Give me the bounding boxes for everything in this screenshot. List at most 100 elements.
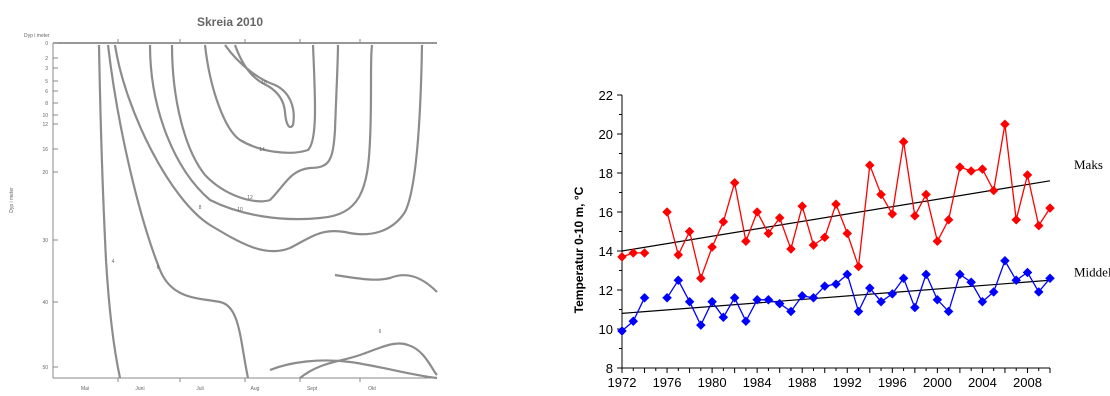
y-tick-label: 8 <box>606 361 613 376</box>
contour-label: 6 <box>379 329 382 335</box>
data-point-middel <box>887 289 898 299</box>
data-point-maks <box>909 211 920 221</box>
data-point-middel <box>988 287 999 297</box>
contour-line-6-right <box>334 273 438 293</box>
series-label-maks: Maks <box>1074 157 1103 172</box>
contour-line-10 <box>148 44 374 221</box>
data-point-maks <box>617 251 627 262</box>
month-tick-label: Juni <box>135 386 144 392</box>
data-point-maks <box>819 232 830 243</box>
month-tick-label: Sept <box>307 386 318 392</box>
data-point-middel <box>955 269 965 280</box>
data-point-maks <box>898 136 909 147</box>
data-point-maks <box>921 189 931 200</box>
data-point-maks <box>966 166 977 176</box>
data-point-maks <box>774 212 785 223</box>
data-point-middel <box>797 290 808 301</box>
contour-line-4 <box>97 44 122 379</box>
data-point-middel <box>819 281 830 291</box>
data-point-maks <box>1022 170 1033 180</box>
contour-chart: Skreia 2010 Dyp i meter Dyp i meter 0 2 3 5… <box>9 15 438 392</box>
data-point-maks <box>1011 214 1022 225</box>
y-tick-label: 16 <box>599 205 613 220</box>
data-point-middel <box>1045 273 1055 284</box>
data-point-middel <box>695 320 706 330</box>
data-point-middel <box>639 292 650 303</box>
data-point-maks <box>729 177 740 188</box>
data-point-middel <box>617 326 627 336</box>
data-point-middel <box>1033 287 1044 297</box>
depth-tick-label: 30 <box>42 238 48 244</box>
data-point-maks <box>718 216 729 227</box>
contour-label: 8 <box>199 205 202 211</box>
data-point-middel <box>1022 267 1033 278</box>
data-point-maks <box>673 250 684 260</box>
data-point-maks <box>864 160 875 171</box>
data-point-middel <box>808 292 819 303</box>
series-label-middel: Middel <box>1074 264 1110 279</box>
series-layer <box>617 119 1055 336</box>
contour-label: 6 <box>157 265 160 271</box>
data-point-middel <box>977 296 988 307</box>
data-point-maks <box>955 162 965 173</box>
data-point-middel <box>1000 255 1010 266</box>
trendline-middel <box>621 279 1051 314</box>
depth-label-top: Dyp i meter <box>24 33 50 39</box>
data-point-maks <box>876 189 886 200</box>
depth-tick-label: 20 <box>42 170 48 176</box>
data-point-middel <box>673 275 684 286</box>
contour-labels: 16 14 12 10 8 6 4 6 <box>112 80 382 335</box>
contour-label: 12 <box>247 195 253 201</box>
data-point-maks <box>853 261 864 272</box>
data-point-middel <box>786 306 796 317</box>
y-tick-label: 20 <box>599 127 613 142</box>
data-point-maks <box>763 228 774 239</box>
data-point-maks <box>786 244 796 254</box>
x-tick-label: 2004 <box>968 375 997 390</box>
data-point-maks <box>887 209 898 219</box>
y-tick-label: 22 <box>599 88 613 103</box>
x-tick-label: 1980 <box>698 375 727 390</box>
data-point-middel <box>662 292 672 303</box>
data-point-middel <box>1011 275 1022 286</box>
depth-tick-label: 6 <box>45 89 48 95</box>
contour-line-8-right <box>269 359 438 380</box>
x-tick-label: 1992 <box>833 375 862 390</box>
data-point-maks <box>797 201 808 212</box>
contour-ticks: 0 2 3 5 6 8 10 12 16 20 30 40 50 Mai Juni Juli Aug Sept Ok… <box>42 39 376 392</box>
x-tick-label: 1972 <box>608 375 637 390</box>
data-point-middel <box>932 294 943 305</box>
depth-label-side: Dyp i meter <box>9 187 15 213</box>
contour-line-16 <box>224 44 295 129</box>
data-point-maks <box>808 240 819 251</box>
x-tick-label: 2008 <box>1013 375 1042 390</box>
data-point-middel <box>864 283 875 293</box>
data-point-maks <box>1000 119 1010 130</box>
y-tick-label: 12 <box>599 283 613 298</box>
contour-label: 10 <box>237 207 243 213</box>
data-point-maks <box>639 248 650 258</box>
data-point-middel <box>729 292 740 303</box>
data-point-middel <box>774 298 785 309</box>
month-tick-label: Juli <box>196 386 204 392</box>
depth-tick-label: 8 <box>45 101 48 107</box>
depth-tick-label: 10 <box>42 113 48 119</box>
data-point-maks <box>741 236 751 247</box>
data-point-maks <box>1045 203 1055 213</box>
x-tick-label: 1984 <box>743 375 772 390</box>
data-point-middel <box>876 296 886 307</box>
data-point-middel <box>966 277 977 288</box>
month-tick-label: Mai <box>81 386 89 392</box>
trendline-maks <box>621 180 1051 252</box>
depth-tick-label: 16 <box>42 147 48 153</box>
y-tick-label: 10 <box>599 322 613 337</box>
contour-line-8 <box>113 44 424 253</box>
data-point-middel <box>718 312 729 323</box>
x-ticks: 1972 1976 1980 1984 1988 1992 1996 2000 2004 2008 <box>608 368 1051 390</box>
contour-label: 4 <box>112 259 115 265</box>
data-point-maks <box>662 207 672 217</box>
contour-line-10-right <box>299 342 438 379</box>
data-point-middel <box>898 273 909 284</box>
data-point-middel <box>831 279 841 290</box>
